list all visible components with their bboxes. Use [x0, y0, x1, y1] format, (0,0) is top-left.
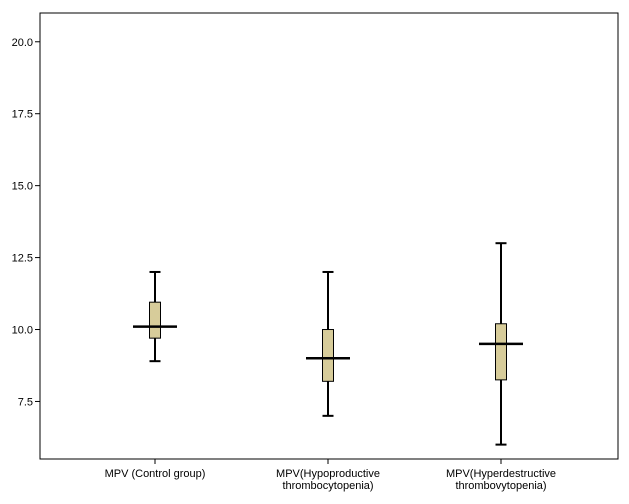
x-tick-label-line: thrombocytopenia) — [282, 480, 373, 492]
x-tick-label-line: MPV (Control group) — [105, 468, 206, 480]
x-tick-label-line: thrombovytopenia) — [455, 480, 546, 492]
box-group-3 — [479, 242, 523, 446]
boxes — [133, 242, 523, 446]
y-axis: 7.5 10.0 12.5 15.0 17.5 20.0 — [12, 37, 40, 408]
x-tick-label: MPV(Hypoproductive thrombocytopenia) — [276, 468, 380, 492]
y-tick-label: 15.0 — [12, 181, 33, 193]
y-tick-label: 17.5 — [12, 109, 33, 121]
y-tick-label: 20.0 — [12, 37, 33, 49]
y-tick-label: 10.0 — [12, 325, 33, 337]
x-tick-label-line: MPV(Hyperdestructive — [446, 468, 556, 480]
x-axis: MPV (Control group) MPV(Hypoproductive thr… — [105, 459, 556, 492]
y-tick-label: 12.5 — [12, 253, 33, 265]
x-tick-label: MPV(Hyperdestructive thrombovytopenia) — [446, 468, 556, 492]
iqr-box — [149, 301, 161, 339]
y-tick-label: 7.5 — [18, 396, 33, 408]
iqr-box — [322, 329, 334, 382]
iqr-box — [495, 323, 507, 381]
box-group-2 — [306, 270, 350, 417]
x-tick-label: MPV (Control group) — [105, 468, 206, 480]
x-tick-label-line: MPV(Hypoproductive — [276, 468, 380, 480]
box-group-1 — [133, 270, 177, 363]
